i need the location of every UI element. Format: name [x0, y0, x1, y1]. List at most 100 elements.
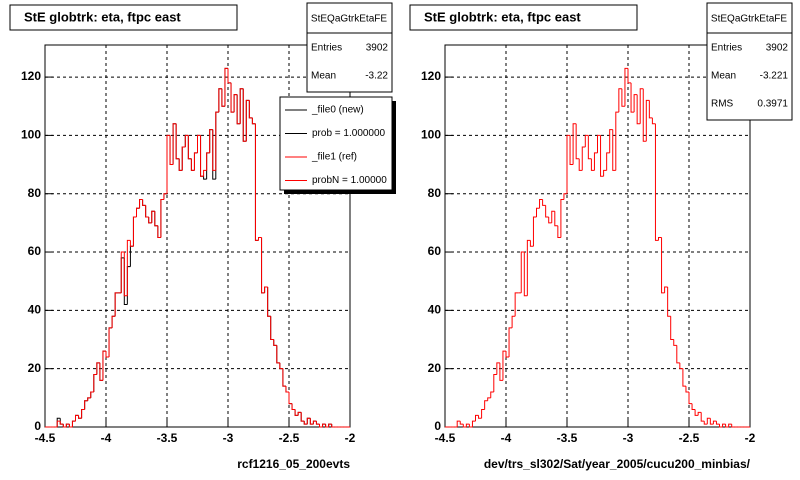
histogram-bin — [123, 252, 128, 297]
histogram-bin — [526, 239, 531, 296]
histogram-bin — [221, 88, 225, 107]
stats-label: Entries — [711, 43, 742, 54]
histogram-bin — [303, 421, 308, 425]
histogram-bin — [282, 368, 286, 387]
histogram-bin — [554, 211, 558, 227]
histogram-bin — [532, 216, 537, 247]
histogram-bin — [297, 411, 302, 416]
histogram-bin — [215, 111, 219, 171]
histogram-bin — [203, 176, 207, 180]
x-tick-label: -3 — [623, 431, 634, 445]
histogram-bin — [569, 135, 574, 166]
legend: _file0 (new) prob = 1.000000 _file1 (ref) p… — [285, 105, 387, 186]
histogram-bin — [709, 418, 714, 425]
histogram-bin — [484, 400, 488, 410]
histogram-bin — [148, 217, 152, 224]
histogram-bin — [505, 351, 510, 358]
legend-entry: prob = 1.000000 — [312, 128, 386, 139]
histogram-bin — [206, 152, 210, 171]
histogram-bin — [548, 217, 552, 224]
y-tick-label: 60 — [428, 244, 442, 258]
y-tick-label: 120 — [21, 69, 41, 83]
histogram-bin — [658, 236, 662, 241]
histogram-bin — [593, 152, 598, 171]
histogram-bin — [712, 420, 717, 425]
histogram-bin — [184, 134, 189, 148]
histogram-bin — [682, 368, 686, 387]
histogram-bin — [142, 199, 146, 206]
histogram-bin — [315, 421, 320, 425]
histogram-bin — [154, 211, 158, 227]
x-tick-label: -4.5 — [35, 431, 56, 445]
histogram-bin — [566, 134, 571, 194]
y-tick-label: 100 — [21, 128, 41, 142]
histogram-bin — [139, 199, 143, 209]
histogram-bin — [251, 117, 256, 125]
histogram-bin — [514, 292, 519, 317]
histogram-bin — [99, 362, 103, 381]
histogram-bin — [200, 135, 204, 177]
histogram-bin — [203, 169, 207, 177]
histogram-bin — [193, 152, 198, 171]
histogram-bin — [145, 205, 149, 218]
histogram-bin — [722, 423, 726, 427]
histogram-bin — [481, 409, 485, 419]
histogram-bin — [126, 239, 131, 296]
histogram-bin — [288, 392, 293, 405]
histogram-bin — [270, 316, 274, 341]
histogram-bin — [551, 210, 555, 223]
x-axis-label: dev/trs_sl302/Sat/year_2005/cucu200_minb… — [484, 457, 751, 471]
histogram-bin — [685, 386, 689, 393]
x-tick-label: -4 — [101, 431, 112, 445]
histogram-bin — [642, 88, 647, 142]
histogram-bin — [236, 94, 241, 125]
x-tick-label: -2 — [745, 431, 756, 445]
histogram-bin — [542, 199, 546, 206]
histogram-bin — [694, 409, 699, 416]
histogram-bin — [227, 68, 232, 84]
histogram-bin — [600, 135, 604, 177]
histogram-bin — [667, 287, 671, 317]
histogram-bin — [715, 421, 720, 425]
x-tick-label: -2.5 — [679, 431, 700, 445]
histogram-bin — [670, 316, 674, 341]
histogram-bin — [56, 420, 61, 427]
histogram-bin — [703, 421, 708, 425]
histogram-bin — [59, 421, 64, 425]
histogram-bin — [676, 345, 680, 364]
histogram-bin — [697, 411, 702, 416]
histogram-bin — [136, 207, 140, 218]
histogram-bin — [187, 135, 192, 160]
y-tick-label: 60 — [28, 244, 42, 258]
histogram-bin — [331, 424, 335, 428]
stats-value: -3.22 — [365, 71, 388, 82]
y-tick-label: 100 — [421, 128, 441, 142]
histogram-bin — [132, 216, 137, 247]
histogram-bin — [487, 397, 491, 401]
histogram-bin — [490, 391, 494, 398]
histogram-bin — [603, 169, 607, 177]
histogram-bin — [636, 94, 641, 125]
histogram-bin — [68, 424, 73, 428]
histogram-bin — [160, 199, 164, 238]
y-tick-label: 0 — [34, 419, 41, 433]
histogram-bin — [300, 412, 305, 422]
histogram-bin — [163, 193, 167, 200]
histogram-bin — [725, 424, 729, 428]
x-tick-label: -3.5 — [557, 431, 578, 445]
histogram-bin — [618, 88, 622, 113]
histogram-bin — [688, 392, 693, 405]
histogram-bin — [105, 351, 110, 358]
histogram-bin — [312, 420, 317, 425]
histogram-bin — [328, 423, 332, 427]
histogram-bin — [190, 158, 195, 171]
x-tick-label: -4.5 — [435, 431, 456, 445]
legend-entry: probN = 1.00000 — [312, 175, 387, 186]
histogram-bin — [111, 315, 116, 328]
histogram-bin — [621, 88, 625, 107]
histogram-bin — [590, 158, 595, 171]
x-tick-label: -4 — [501, 431, 512, 445]
histogram-bin — [264, 286, 268, 293]
histogram-bin — [475, 414, 479, 422]
